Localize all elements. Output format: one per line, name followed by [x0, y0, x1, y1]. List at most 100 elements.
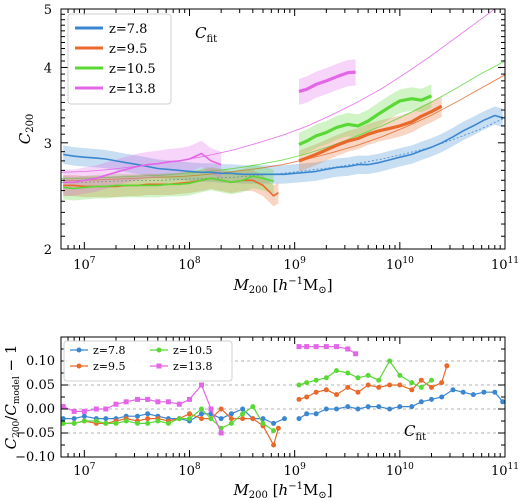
y-tick-label: −0.05 [15, 426, 55, 441]
residual-point-z13.8 [103, 406, 109, 412]
legend-marker-z9.5 [76, 363, 82, 369]
legend: z=7.8 z=9.5 z=10.5 z=13.8 [67, 13, 172, 105]
residual-point-z7.8 [376, 404, 382, 410]
x-tick-label: 108 [178, 256, 201, 273]
residual-point-z13.8 [353, 351, 359, 357]
fit-line-z9.5 [61, 74, 505, 181]
y-tick-label: 0.00 [26, 402, 55, 417]
residual-line-z13.8 [62, 383, 222, 434]
legend-label-z10.5: z=10.5 [109, 62, 156, 77]
series-line-z7.8 [63, 114, 503, 176]
plot-frame [60, 8, 506, 250]
axis-unit: M [303, 481, 318, 499]
residual-point-z9.5 [145, 416, 151, 422]
tick-exponent: 10 [402, 462, 414, 472]
residual-point-z7.8 [296, 416, 302, 422]
fit-annotation: Cfit [404, 422, 426, 443]
residual-point-z13.8 [134, 396, 140, 402]
residual-point-z10.5 [103, 420, 109, 426]
y-tick-label: 2 [44, 243, 52, 258]
residual-point-z10.5 [198, 406, 204, 412]
tick-base: 10 [386, 464, 403, 479]
residual-point-z10.5 [165, 420, 171, 426]
tick-base: 10 [178, 258, 195, 273]
fit-line-z10.5 [61, 60, 505, 179]
legend-box [63, 340, 233, 382]
y-tick-label: 4 [44, 61, 52, 76]
axis-sub: ⊙ [318, 285, 326, 296]
tick-exponent: 11 [508, 462, 519, 472]
y-tick-label: 0.05 [26, 378, 55, 393]
axis-minus: − 1 [2, 345, 20, 377]
residual-point-z7.8 [492, 389, 498, 395]
residual-point-z9.5 [409, 387, 415, 393]
tick-exponent: 10 [402, 256, 414, 266]
legend-marker-z7.8 [76, 347, 82, 353]
x-axis-title: M200 [h−1M⊙] [232, 276, 332, 296]
plot-area [61, 9, 505, 207]
residual-point-z9.5 [439, 380, 445, 386]
residual-point-z10.5 [113, 420, 119, 426]
legend-label-z13.8: z=13.8 [173, 360, 213, 373]
tick-exponent: 8 [195, 256, 201, 266]
residual-point-z9.5 [186, 411, 192, 417]
residual-point-z10.5 [250, 404, 256, 410]
residual-point-z7.8 [365, 404, 371, 410]
axis-var: C [16, 132, 34, 144]
tick-exponent: 8 [195, 462, 201, 472]
residual-point-z9.5 [304, 394, 310, 400]
residual-point-z7.8 [218, 416, 224, 422]
series-line-z9.5 [298, 104, 443, 163]
residual-point-z10.5 [304, 380, 310, 386]
axis-var: h [279, 481, 289, 499]
residual-point-z10.5 [376, 377, 382, 383]
residual-point-z7.8 [304, 411, 310, 417]
residual-point-z7.8 [470, 392, 476, 398]
residual-point-z13.8 [334, 344, 340, 350]
residual-point-z7.8 [409, 404, 415, 410]
residual-point-z7.8 [323, 406, 329, 412]
residual-point-z9.5 [428, 384, 434, 390]
residual-point-z7.8 [355, 406, 361, 412]
residual-point-z13.8 [155, 399, 161, 405]
residual-point-z13.8 [345, 346, 351, 352]
residual-point-z9.5 [345, 384, 351, 390]
residual-point-z7.8 [228, 411, 234, 417]
residual-point-z9.5 [365, 382, 371, 388]
residual-point-z10.5 [186, 416, 192, 422]
axis-sub: 200 [12, 420, 22, 437]
residual-point-z9.5 [444, 363, 450, 369]
residual-point-z10.5 [418, 384, 424, 390]
residual-point-z7.8 [61, 416, 66, 422]
residual-point-z7.8 [71, 416, 77, 422]
residual-point-z10.5 [240, 411, 246, 417]
axis-sup: −1 [288, 481, 303, 492]
residual-point-z10.5 [71, 420, 77, 426]
residual-point-z10.5 [228, 420, 234, 426]
x-tick-label: 109 [284, 256, 307, 273]
series-line-z13.8 [298, 70, 356, 93]
residual-point-z9.5 [228, 416, 234, 422]
axis-var: h [279, 276, 289, 294]
residual-line-z9.5 [63, 408, 279, 447]
residual-point-z10.5 [61, 420, 66, 426]
residual-point-z13.8 [313, 344, 319, 350]
axis-bracket: ] [327, 276, 333, 294]
residual-point-z9.5 [271, 442, 277, 448]
residual-point-z9.5 [397, 382, 403, 388]
axis-slash: / [2, 415, 20, 421]
annot-sub: fit [206, 34, 217, 45]
legend: z=7.8 z=9.5 z=10.5 z=13.8 [63, 340, 233, 382]
axis-bracket: [ [268, 481, 279, 499]
residual-point-z9.5 [376, 384, 382, 390]
legend-box [67, 13, 172, 105]
series-line-z10.5 [63, 175, 274, 190]
residual-point-z7.8 [397, 404, 403, 410]
residual-point-z9.5 [387, 382, 393, 388]
error-band-z9.5 [63, 168, 279, 207]
tick-exponent: 7 [90, 256, 96, 266]
residual-point-z10.5 [397, 372, 403, 378]
residual-point-z9.5 [296, 396, 302, 402]
residual-point-z10.5 [313, 377, 319, 383]
